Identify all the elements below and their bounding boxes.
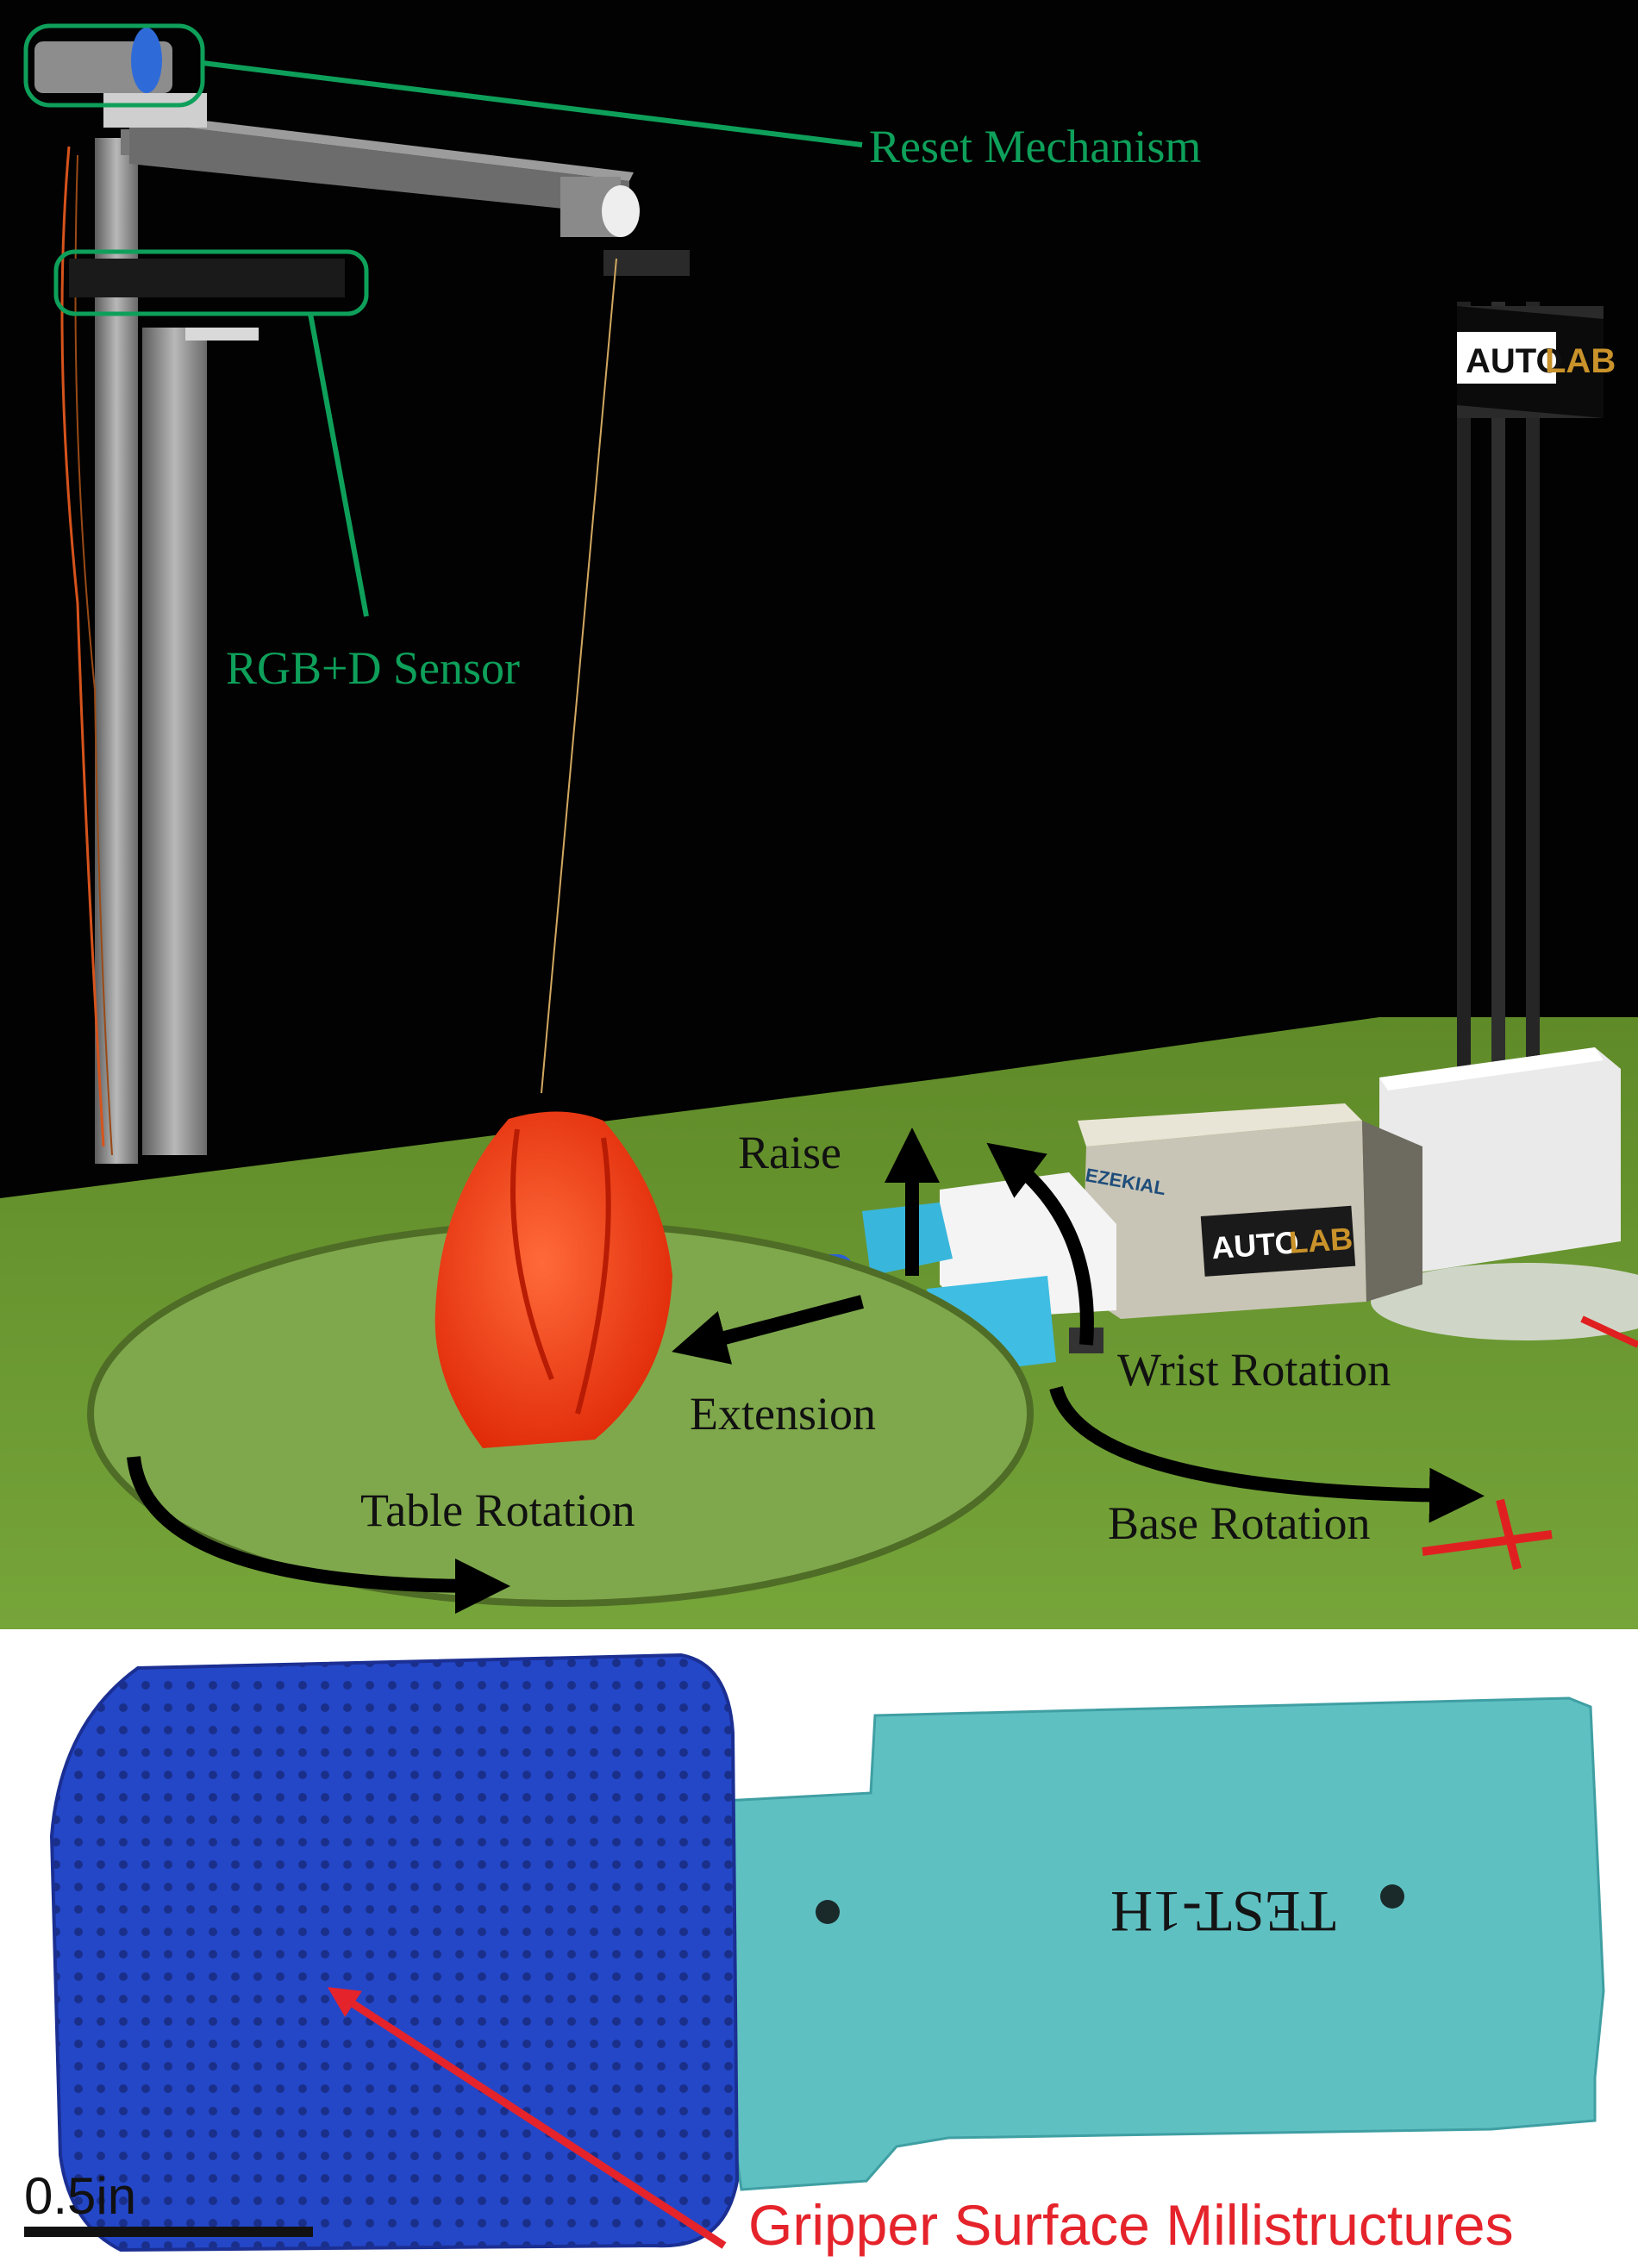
millistructure-label: Gripper Surface Millistructures bbox=[748, 2193, 1514, 2257]
gripper-pad-photo: TEST-1H Gripper Surface Millistructures … bbox=[0, 1629, 1638, 2268]
arm-logo: AUTO LAB bbox=[1210, 1221, 1354, 1265]
base-rotation-arrow bbox=[1049, 1385, 1485, 1523]
svg-text:LAB: LAB bbox=[1545, 342, 1616, 380]
gripper-pad bbox=[49, 1653, 740, 2252]
camera-stand bbox=[34, 28, 690, 1164]
svg-text:AUTO: AUTO bbox=[1466, 342, 1563, 380]
scale-bar-label: 0.5in bbox=[24, 2167, 136, 2225]
red-object bbox=[435, 1111, 672, 1448]
table-rotation-label: Table Rotation bbox=[360, 1484, 635, 1536]
wrist-rotation-arrow bbox=[986, 1142, 1094, 1346]
extension-label: Extension bbox=[690, 1388, 876, 1440]
millistructure-arrow bbox=[327, 1987, 727, 2249]
tab-handwriting: TEST-1H bbox=[1110, 1879, 1336, 1945]
rgbd-sensor-label: RGB+D Sensor bbox=[226, 642, 520, 694]
reset-mechanism-label: Reset Mechanism bbox=[869, 121, 1201, 172]
table-rotation-arrow bbox=[127, 1456, 510, 1614]
tab-hole-right bbox=[1380, 1884, 1404, 1909]
wrist-rotation-label: Wrist Rotation bbox=[1117, 1344, 1391, 1396]
tower-logo: AUTO LAB bbox=[1466, 342, 1616, 380]
gripper-tab bbox=[705, 1696, 1605, 2191]
reset-mechanism-callout-line bbox=[202, 60, 863, 147]
rgbd-sensor-callout-box bbox=[53, 249, 369, 316]
rgbd-sensor-callout-line bbox=[308, 313, 369, 617]
svg-text:AUTO: AUTO bbox=[1210, 1224, 1300, 1265]
extension-arrow bbox=[672, 1295, 865, 1365]
tab-hole-left bbox=[816, 1900, 840, 1924]
robot-arm: EZEKIAL bbox=[940, 1103, 1422, 1353]
svg-text:LAB: LAB bbox=[1288, 1221, 1354, 1260]
raise-label: Raise bbox=[738, 1127, 841, 1178]
scale-bar-line bbox=[24, 2227, 313, 2237]
tape-marker bbox=[1422, 1315, 1638, 1571]
base-rotation-label: Base Rotation bbox=[1108, 1497, 1370, 1549]
robot-setup-photo: Reset Mechanism RGB+D Sensor AUTO LAB bbox=[0, 0, 1638, 1629]
robot-tower bbox=[1371, 302, 1638, 1340]
